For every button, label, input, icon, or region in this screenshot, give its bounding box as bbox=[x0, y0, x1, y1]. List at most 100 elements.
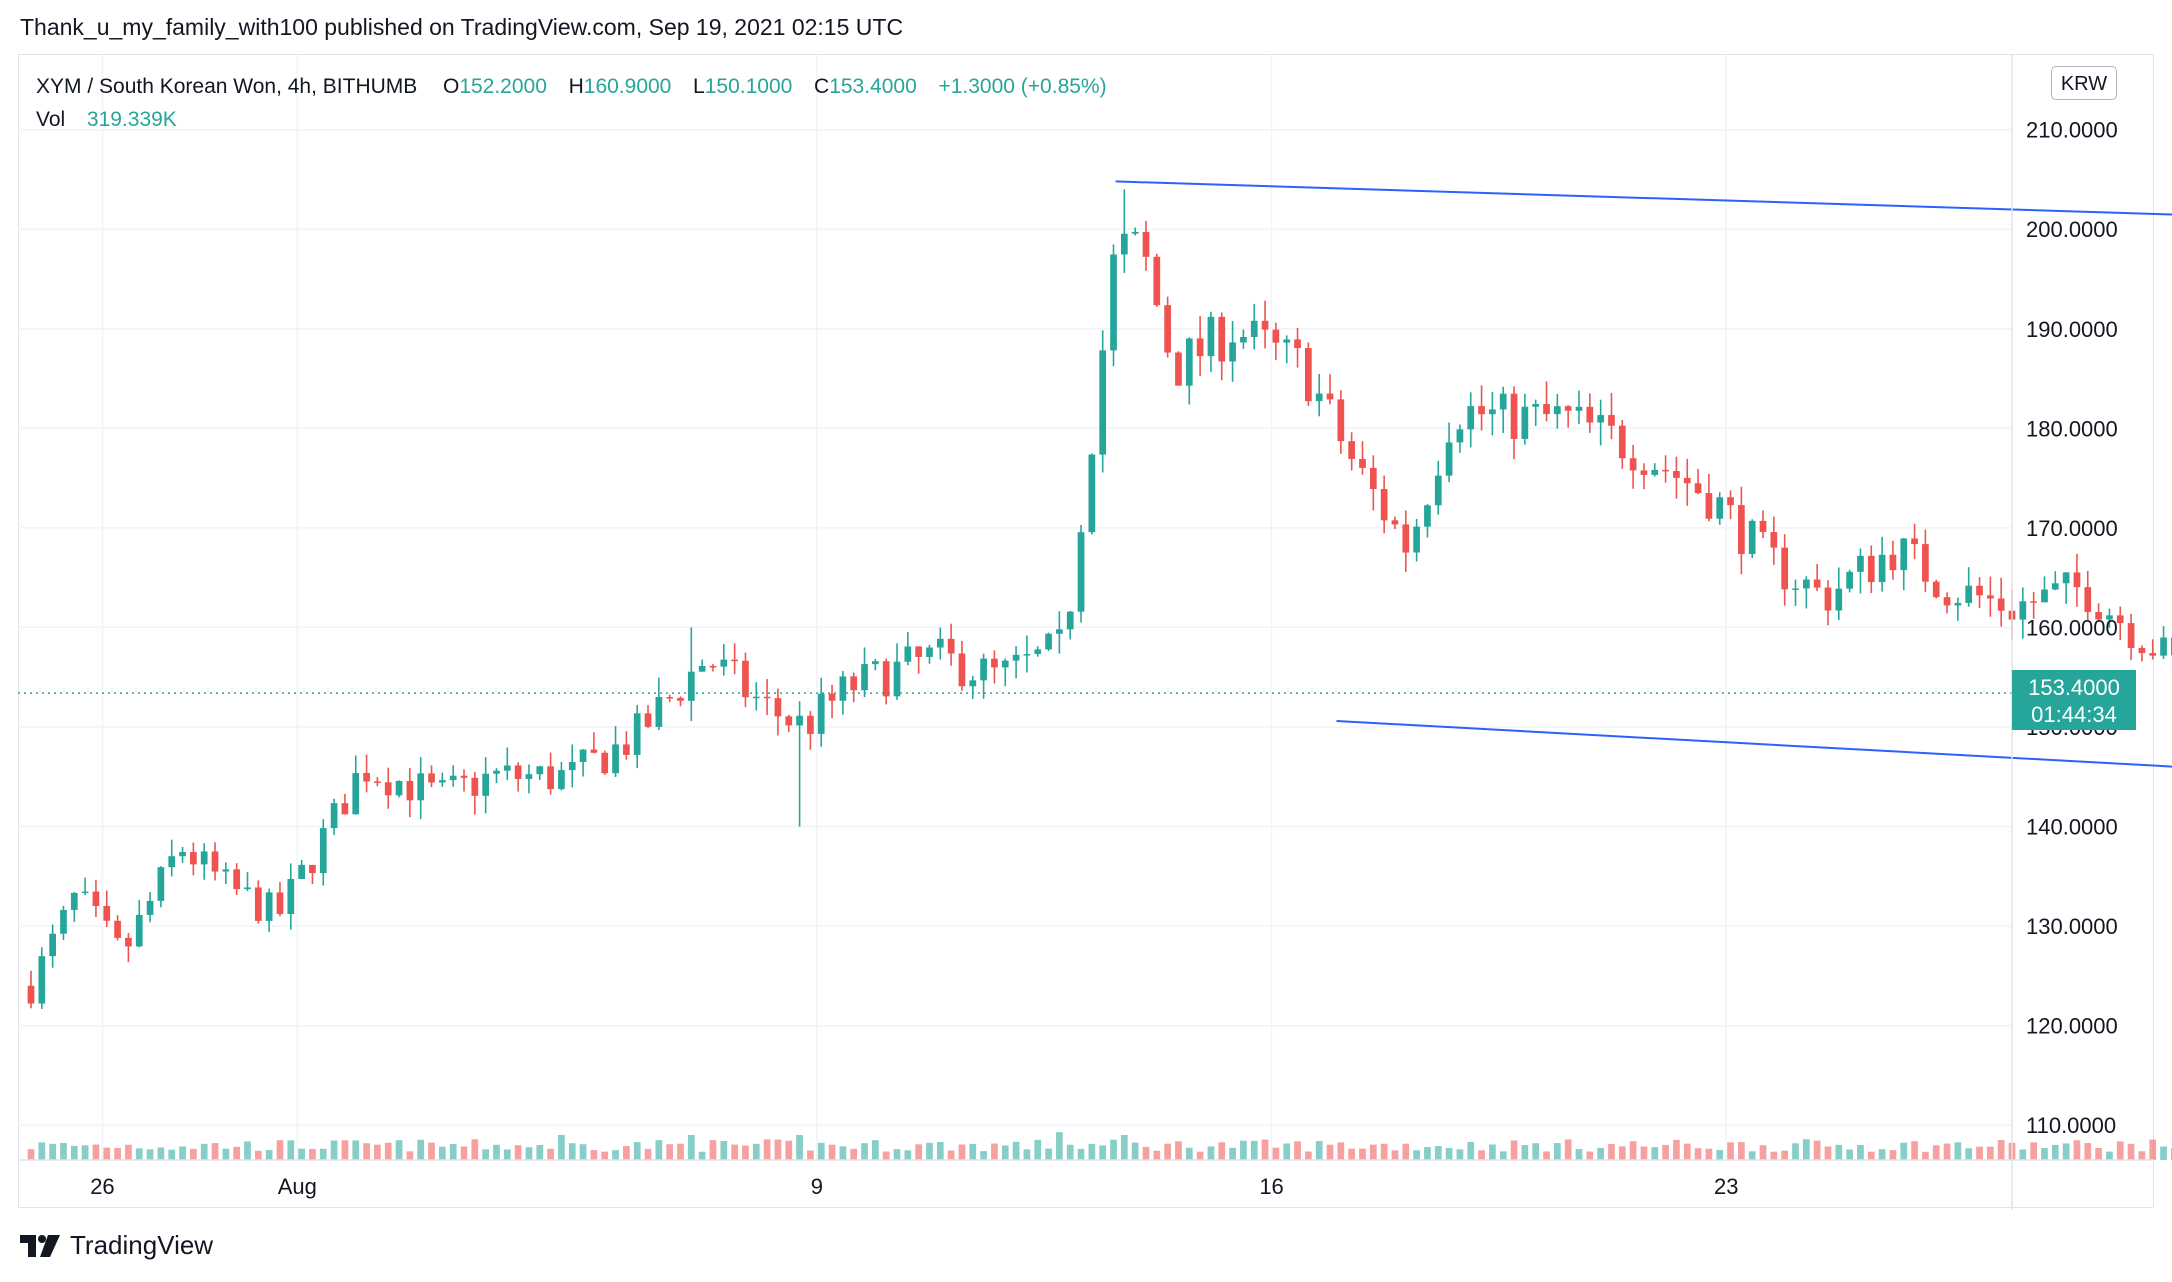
volume-bar bbox=[1965, 1148, 1973, 1160]
candle-body bbox=[265, 892, 273, 921]
volume-bar bbox=[1716, 1150, 1724, 1160]
candle-body bbox=[926, 647, 933, 657]
volume-bar bbox=[525, 1147, 533, 1160]
volume-bar bbox=[330, 1140, 338, 1160]
candle-body bbox=[503, 765, 511, 771]
candle-body bbox=[1586, 406, 1594, 423]
volume-bar bbox=[1802, 1139, 1810, 1160]
volume-bar bbox=[1629, 1141, 1637, 1160]
volume-bar bbox=[2106, 1151, 2113, 1160]
candle-body bbox=[287, 879, 295, 914]
volume-bar bbox=[1867, 1151, 1875, 1160]
candle-body bbox=[1651, 469, 1659, 475]
candle-body bbox=[493, 770, 500, 774]
volume-bar bbox=[514, 1145, 522, 1160]
volume-bar bbox=[1640, 1146, 1648, 1160]
candle-body bbox=[298, 864, 305, 880]
candle-body bbox=[27, 985, 35, 1004]
candle-body bbox=[1521, 406, 1529, 439]
candle-body bbox=[969, 680, 977, 687]
candle-body bbox=[1175, 352, 1182, 386]
legend-low-value: 150.1000 bbox=[704, 75, 793, 98]
candle-body bbox=[1034, 649, 1042, 655]
volume-bar bbox=[1380, 1143, 1388, 1160]
volume-bar bbox=[882, 1151, 890, 1160]
tradingview-logo[interactable]: TradingView bbox=[20, 1230, 213, 1261]
volume-bar bbox=[1813, 1140, 1821, 1160]
volume-bar bbox=[1673, 1139, 1680, 1160]
candle-body bbox=[1954, 602, 1962, 606]
volume-bar bbox=[27, 1149, 35, 1160]
candle-body bbox=[633, 713, 641, 755]
candle-body bbox=[125, 937, 132, 947]
legend-high-value: 160.9000 bbox=[583, 75, 672, 98]
volume-bar bbox=[168, 1149, 176, 1160]
candle-body bbox=[871, 661, 879, 665]
currency-button[interactable]: KRW bbox=[2051, 66, 2117, 100]
volume-bar bbox=[1056, 1132, 1063, 1160]
candle-body bbox=[525, 774, 533, 779]
volume-bar bbox=[807, 1150, 814, 1160]
volume-bar bbox=[211, 1143, 219, 1160]
volume-bar bbox=[926, 1142, 933, 1160]
volume-bar bbox=[1023, 1149, 1031, 1160]
candle-body bbox=[2051, 583, 2059, 590]
volume-bar bbox=[893, 1149, 901, 1160]
candle-body bbox=[233, 869, 241, 890]
candle-body bbox=[1056, 629, 1063, 634]
volume-bar bbox=[1315, 1141, 1323, 1160]
volume-bar bbox=[1240, 1140, 1247, 1160]
volume-bar bbox=[1413, 1150, 1420, 1160]
volume-bar bbox=[233, 1146, 241, 1160]
candle-body bbox=[677, 697, 684, 701]
volume-bar bbox=[2019, 1149, 2027, 1160]
volume-bar bbox=[363, 1143, 370, 1160]
volume-bar bbox=[309, 1148, 316, 1160]
candle-body bbox=[1348, 441, 1356, 459]
candle-body bbox=[752, 696, 760, 699]
candle-body bbox=[168, 856, 176, 868]
volume-bar bbox=[871, 1140, 879, 1160]
candle-body bbox=[2062, 572, 2070, 584]
candle-body bbox=[1900, 538, 1908, 571]
candle-body bbox=[135, 914, 143, 947]
volume-bar bbox=[49, 1143, 56, 1160]
candle-body bbox=[893, 661, 901, 697]
volume-bar bbox=[1846, 1149, 1853, 1160]
candle-body bbox=[2138, 647, 2146, 654]
volume-layer bbox=[27, 1132, 2172, 1160]
volume-bar bbox=[103, 1147, 111, 1160]
candle-body bbox=[1716, 497, 1724, 519]
volume-bar bbox=[395, 1140, 403, 1160]
candle-body bbox=[1294, 339, 1301, 349]
chart-frame bbox=[18, 54, 2154, 1208]
volume-bar bbox=[958, 1144, 966, 1160]
candle-body bbox=[70, 892, 78, 910]
candle-body bbox=[103, 905, 111, 921]
volume-bar bbox=[406, 1151, 414, 1160]
candle-body bbox=[1618, 425, 1626, 459]
volume-bar bbox=[1305, 1151, 1312, 1160]
candle-body bbox=[763, 696, 771, 699]
candle-body bbox=[1781, 547, 1789, 590]
volume-bar bbox=[1986, 1146, 1994, 1160]
volume-bar bbox=[1694, 1148, 1702, 1160]
candle-body bbox=[1207, 316, 1215, 357]
candle-body bbox=[839, 676, 847, 701]
volume-bar bbox=[1543, 1151, 1550, 1160]
candle-body bbox=[222, 869, 230, 872]
candle-body bbox=[1510, 393, 1518, 439]
candle-body bbox=[687, 671, 695, 701]
volume-bar bbox=[1997, 1139, 2005, 1160]
candle-body bbox=[1846, 571, 1853, 589]
volume-bar bbox=[1207, 1146, 1215, 1160]
volume-bar bbox=[655, 1140, 663, 1160]
volume-bar bbox=[677, 1143, 684, 1160]
candle-body bbox=[1662, 469, 1669, 472]
candle-body bbox=[1802, 579, 1810, 589]
candle-body bbox=[1272, 329, 1280, 343]
volume-bar bbox=[1099, 1145, 1107, 1160]
volume-bar bbox=[1164, 1143, 1171, 1160]
candle-body bbox=[958, 653, 966, 687]
